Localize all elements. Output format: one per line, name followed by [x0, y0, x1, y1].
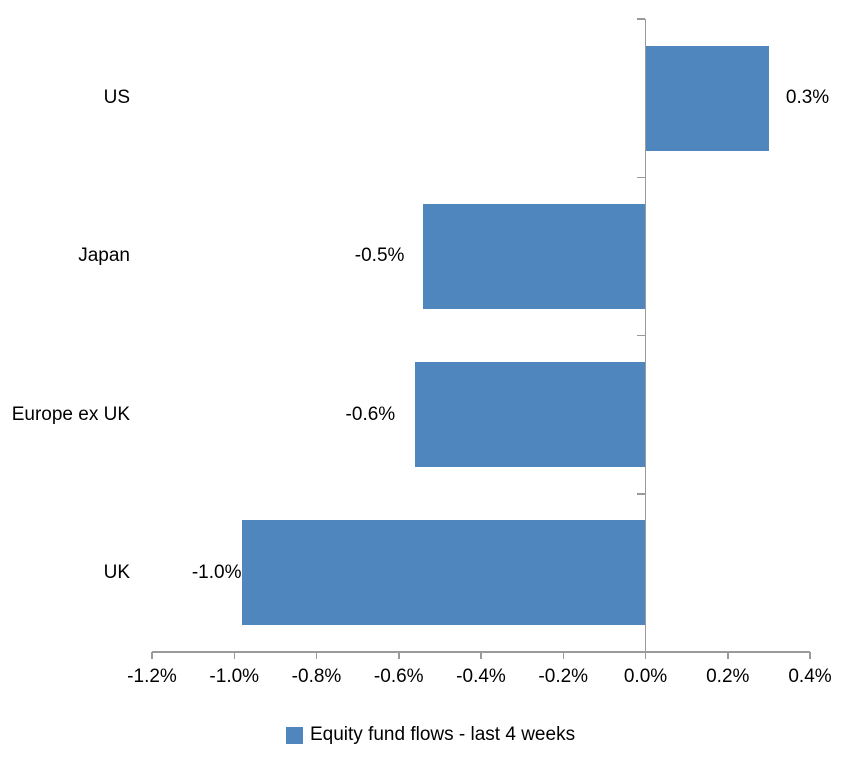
data-label: -0.6%: [345, 403, 396, 425]
bar-japan: [423, 203, 646, 309]
x-axis-tick: [809, 652, 811, 659]
category-tick: [636, 176, 645, 178]
data-label: -0.5%: [354, 245, 405, 267]
x-axis-tick-label: 0.2%: [706, 666, 750, 687]
x-axis-tick-label: -0.2%: [538, 666, 589, 687]
category-tick: [636, 18, 645, 20]
bar-europe-ex-uk: [415, 362, 646, 468]
x-axis-tick: [398, 652, 400, 659]
x-axis-tick-label: -1.2%: [127, 666, 177, 687]
x-axis-tick: [480, 652, 482, 659]
x-axis-tick: [644, 652, 647, 659]
x-axis-tick-label: 0.4%: [788, 666, 832, 687]
y-axis-zero-line: [644, 19, 647, 652]
legend-label: Equity fund flows - last 4 weeks: [310, 724, 576, 745]
category-tick: [636, 493, 645, 495]
category-label: US: [103, 87, 130, 109]
x-axis-tick: [151, 652, 153, 659]
x-axis-tick: [233, 652, 235, 659]
x-axis-tick-label: -0.4%: [456, 666, 506, 687]
legend-marker-square: [286, 726, 303, 744]
bar-uk: [242, 520, 646, 626]
x-axis-tick-label: -0.8%: [291, 666, 342, 687]
x-axis-tick: [727, 652, 729, 659]
bar-us: [645, 45, 769, 151]
x-axis-tick-label: -0.6%: [373, 666, 424, 687]
x-axis-tick: [562, 652, 564, 659]
category-label: UK: [103, 561, 130, 583]
data-label: 0.3%: [785, 87, 830, 109]
category-label: Japan: [78, 245, 130, 267]
category-tick: [636, 651, 645, 653]
x-axis-tick: [315, 652, 318, 659]
data-label: -1.0%: [191, 561, 242, 583]
category-tick: [636, 334, 645, 337]
x-axis-tick-label: 0.0%: [623, 666, 668, 687]
category-label: Europe ex UK: [11, 403, 130, 425]
legend: Equity fund flows - last 4 weeks: [286, 724, 575, 746]
x-axis-tick-label: -1.0%: [209, 666, 260, 687]
